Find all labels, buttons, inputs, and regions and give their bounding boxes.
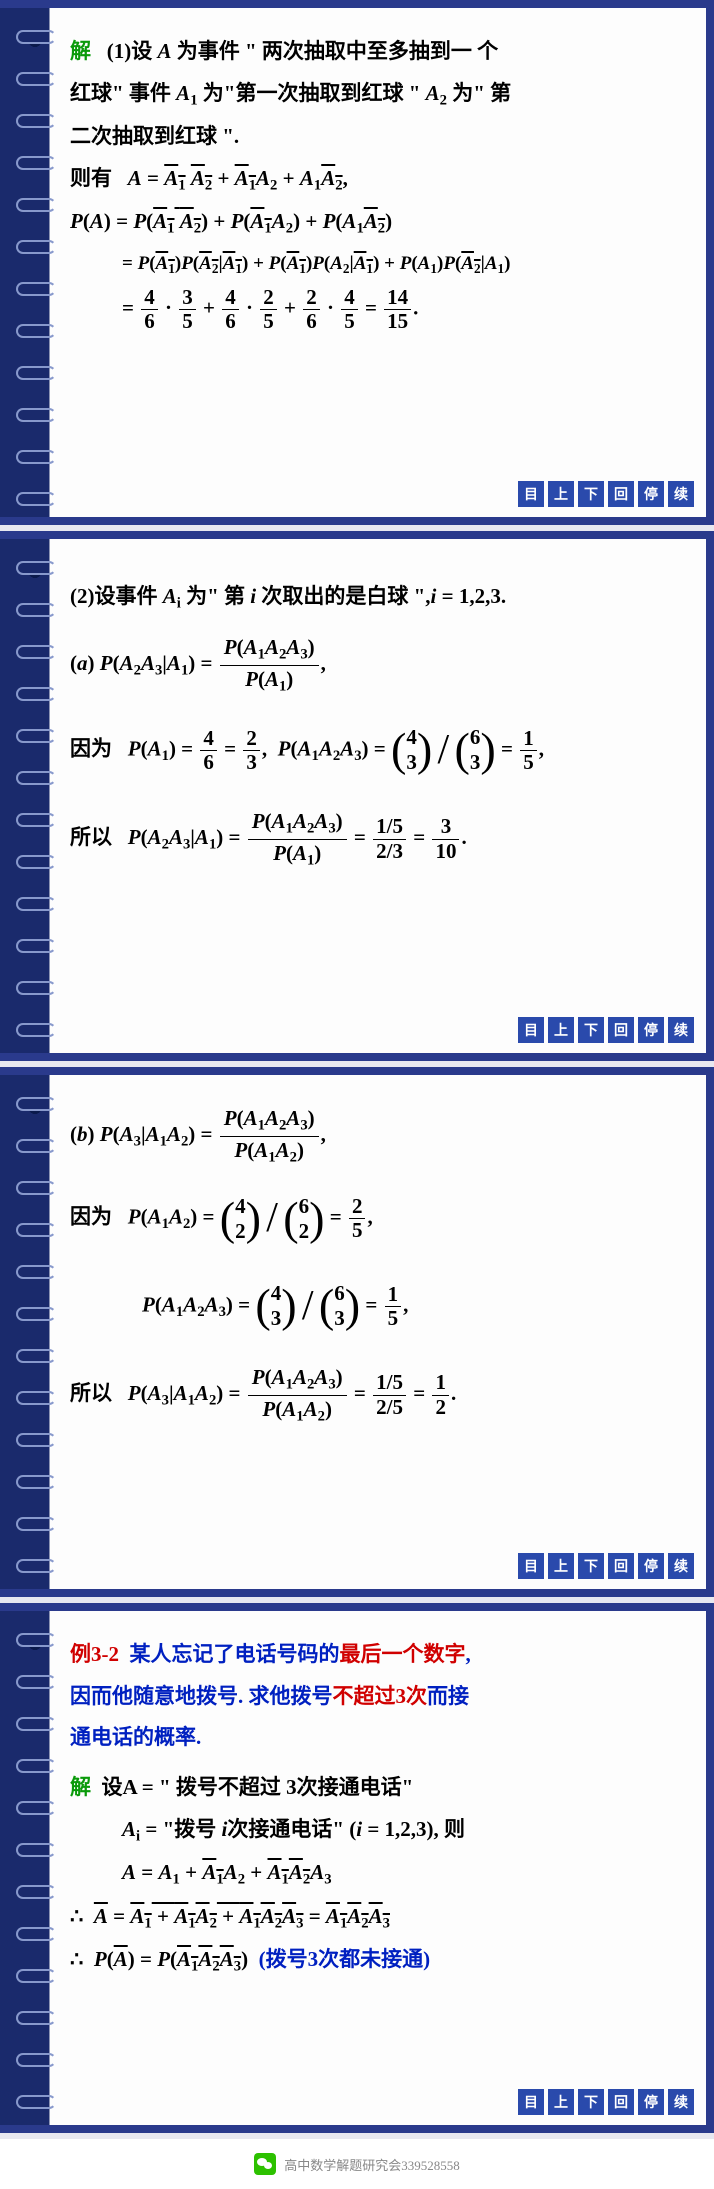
nav-next[interactable]: 下: [578, 481, 604, 507]
t: 则有: [70, 166, 112, 190]
t: 为" 第: [447, 81, 511, 105]
t: 因为: [70, 1205, 112, 1229]
t: 因为: [70, 736, 112, 760]
nav-toc[interactable]: 目: [518, 481, 544, 507]
binder-rings: [10, 1611, 60, 2125]
example-number: 例3-2: [70, 1642, 119, 1666]
t: 为" 第: [181, 584, 250, 608]
label-solution: 解: [70, 1775, 91, 1799]
nav-cont[interactable]: 续: [668, 2089, 694, 2115]
t: 而接: [427, 1684, 469, 1708]
t: 某人忘记了电话号码的: [130, 1642, 340, 1666]
nav-prev[interactable]: 上: [548, 1017, 574, 1043]
nav-prev[interactable]: 上: [548, 2089, 574, 2115]
t: (2)设事件: [70, 584, 163, 608]
nav-buttons: 目 上 下 回 停 续: [518, 481, 694, 507]
footer-text: 高中数学解题研究会339528558: [284, 2155, 460, 2174]
nav-back[interactable]: 回: [608, 1017, 634, 1043]
nav-toc[interactable]: 目: [518, 1017, 544, 1043]
nav-next[interactable]: 下: [578, 2089, 604, 2115]
binder-rings: [10, 1075, 60, 1589]
t: ,: [466, 1642, 471, 1666]
nav-cont[interactable]: 续: [668, 1017, 694, 1043]
page-footer: 高中数学解题研究会339528558: [0, 2139, 714, 2189]
nav-prev[interactable]: 上: [548, 1553, 574, 1579]
t: 通电话的概率.: [70, 1725, 201, 1749]
t: 为事件 " 两次抽取中至多抽到一 个: [172, 39, 499, 63]
slide-4-content: 例3-2 某人忘记了电话号码的最后一个数字, 因而他随意地拨号. 求他拨号不超过…: [70, 1637, 681, 1979]
nav-back[interactable]: 回: [608, 481, 634, 507]
t: 因而他随意地拨号. 求他拨号: [70, 1684, 333, 1708]
t: (拨号3次都未接通): [259, 1947, 431, 1971]
t: = 1,2,3.: [436, 584, 506, 608]
nav-back[interactable]: 回: [608, 1553, 634, 1579]
t: 不超过3次: [333, 1684, 428, 1708]
t: 设A = " 拨号不超过 3次接通电话": [102, 1775, 414, 1799]
slide-3: (b) P(A3|A1A2) = P(A1A2A3)P(A1A2), 因为 P(…: [0, 1067, 714, 1597]
nav-toc[interactable]: 目: [518, 2089, 544, 2115]
binder-rings: [10, 8, 60, 517]
nav-prev[interactable]: 上: [548, 481, 574, 507]
nav-cont[interactable]: 续: [668, 1553, 694, 1579]
t: 所以: [70, 1381, 112, 1405]
t: (1)设: [107, 39, 158, 63]
t: 为"第一次抽取到红球 ": [198, 81, 426, 105]
slide-1: 解 (1)设 A 为事件 " 两次抽取中至多抽到一 个 红球" 事件 A1 为"…: [0, 0, 714, 525]
t: 最后一个数字: [340, 1642, 466, 1666]
nav-back[interactable]: 回: [608, 2089, 634, 2115]
nav-toc[interactable]: 目: [518, 1553, 544, 1579]
t: 所以: [70, 825, 112, 849]
slide-4: 例3-2 某人忘记了电话号码的最后一个数字, 因而他随意地拨号. 求他拨号不超过…: [0, 1603, 714, 2133]
slide-3-content: (b) P(A3|A1A2) = P(A1A2A3)P(A1A2), 因为 P(…: [70, 1105, 681, 1426]
t: 红球" 事件: [70, 81, 176, 105]
slide-2: (2)设事件 Ai 为" 第 i 次取出的是白球 ",i = 1,2,3. (a…: [0, 531, 714, 1061]
nav-next[interactable]: 下: [578, 1553, 604, 1579]
nav-buttons: 目 上 下 回 停 续: [518, 2089, 694, 2115]
nav-cont[interactable]: 续: [668, 481, 694, 507]
t: 次取出的是白球 ",: [256, 584, 430, 608]
nav-stop[interactable]: 停: [638, 1017, 664, 1043]
slide-1-content: 解 (1)设 A 为事件 " 两次抽取中至多抽到一 个 红球" 事件 A1 为"…: [70, 34, 681, 333]
nav-next[interactable]: 下: [578, 1017, 604, 1043]
nav-stop[interactable]: 停: [638, 481, 664, 507]
nav-buttons: 目 上 下 回 停 续: [518, 1017, 694, 1043]
binder-rings: [10, 539, 60, 1053]
nav-stop[interactable]: 停: [638, 2089, 664, 2115]
nav-buttons: 目 上 下 回 停 续: [518, 1553, 694, 1579]
wechat-icon: [254, 2153, 276, 2175]
label-solution: 解: [70, 39, 91, 63]
nav-stop[interactable]: 停: [638, 1553, 664, 1579]
slide-2-content: (2)设事件 Ai 为" 第 i 次取出的是白球 ",i = 1,2,3. (a…: [70, 579, 681, 870]
t: 二次抽取到红球 ".: [70, 124, 239, 148]
